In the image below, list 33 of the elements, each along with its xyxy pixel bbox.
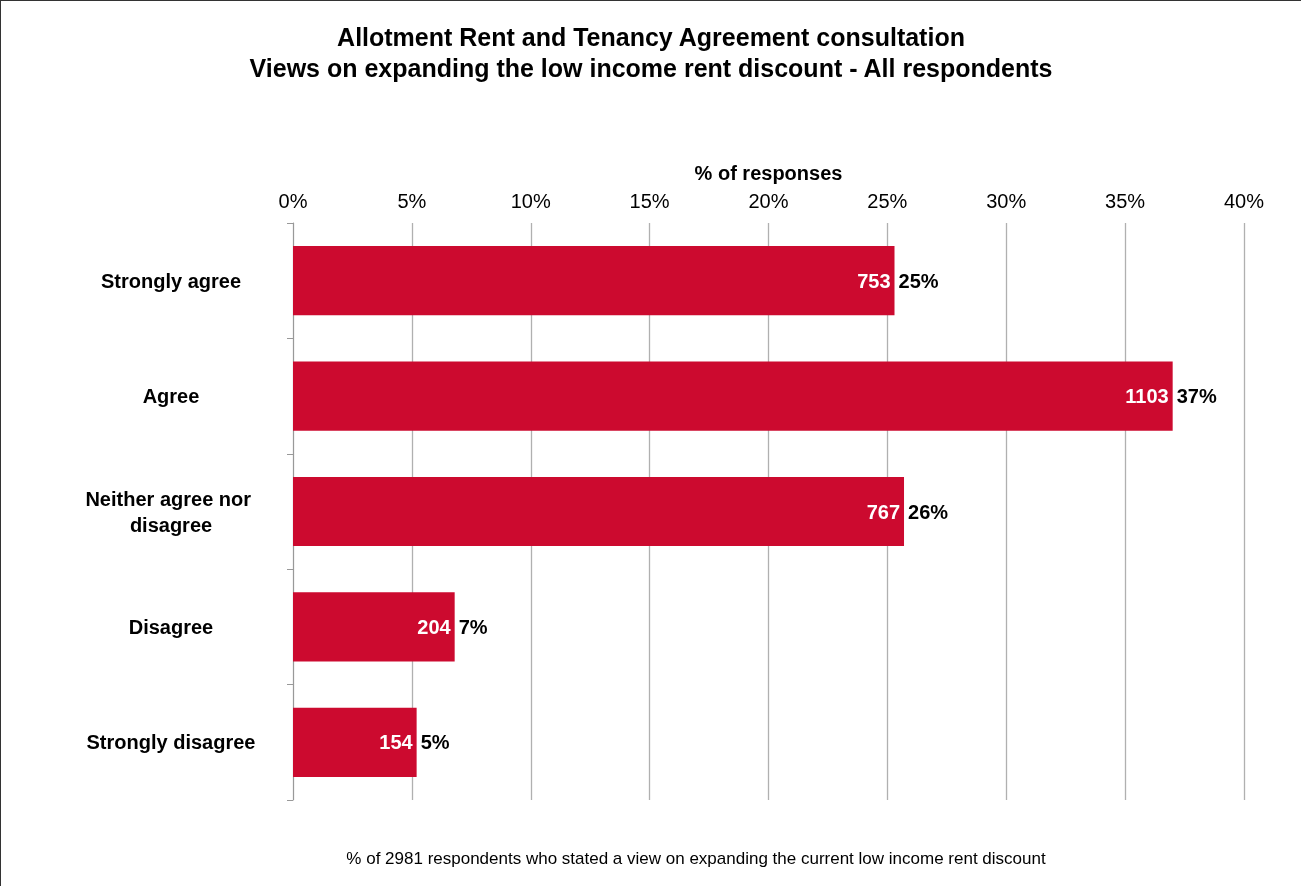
- x-tick-label: 0%: [278, 190, 308, 212]
- x-tick-label: 25%: [867, 190, 908, 212]
- x-axis-title: % of responses: [694, 162, 843, 184]
- annotation: 767: [866, 500, 901, 523]
- x-tick-label: 30%: [986, 190, 1027, 212]
- annotation: 753: [857, 269, 891, 292]
- annotation: 1103: [1125, 385, 1169, 408]
- annotation: 154: [379, 731, 414, 754]
- data-label: 25%: [898, 269, 939, 292]
- text: % of 2981 respondents who stated a view on expanding the current low income rent discount: [346, 849, 1046, 868]
- bar: [293, 246, 895, 316]
- x-tick-label: 40%: [1223, 190, 1265, 212]
- y-tick-label: Neither agree nor disagree: [85, 487, 257, 536]
- y-tick-label: Strongly disagree: [86, 731, 256, 754]
- bar: [293, 361, 1173, 431]
- bar: [293, 707, 417, 777]
- bar: [293, 592, 455, 662]
- x-tick-label: 10%: [510, 190, 551, 212]
- x-tick-label: 20%: [748, 190, 789, 212]
- x-tick-label: 15%: [629, 190, 670, 212]
- x-tick-label: 5%: [397, 190, 427, 212]
- annotation: 204: [417, 615, 452, 638]
- y-tick-label: Agree: [142, 385, 200, 408]
- chart-subtitle: Views on expanding the low income rent discount - All respondents: [249, 53, 1053, 82]
- data-label: 5%: [420, 731, 450, 754]
- data-label: 7%: [458, 615, 488, 638]
- data-label: 26%: [908, 500, 949, 523]
- y-tick-label: Disagree: [128, 615, 214, 638]
- data-label: 37%: [1176, 385, 1217, 408]
- x-tick-label: 35%: [1105, 190, 1146, 212]
- bar: [293, 476, 905, 547]
- chart-title: Allotment Rent and Tenancy Agreement consultation: [337, 22, 965, 51]
- y-tick-label: Strongly agree: [100, 269, 242, 292]
